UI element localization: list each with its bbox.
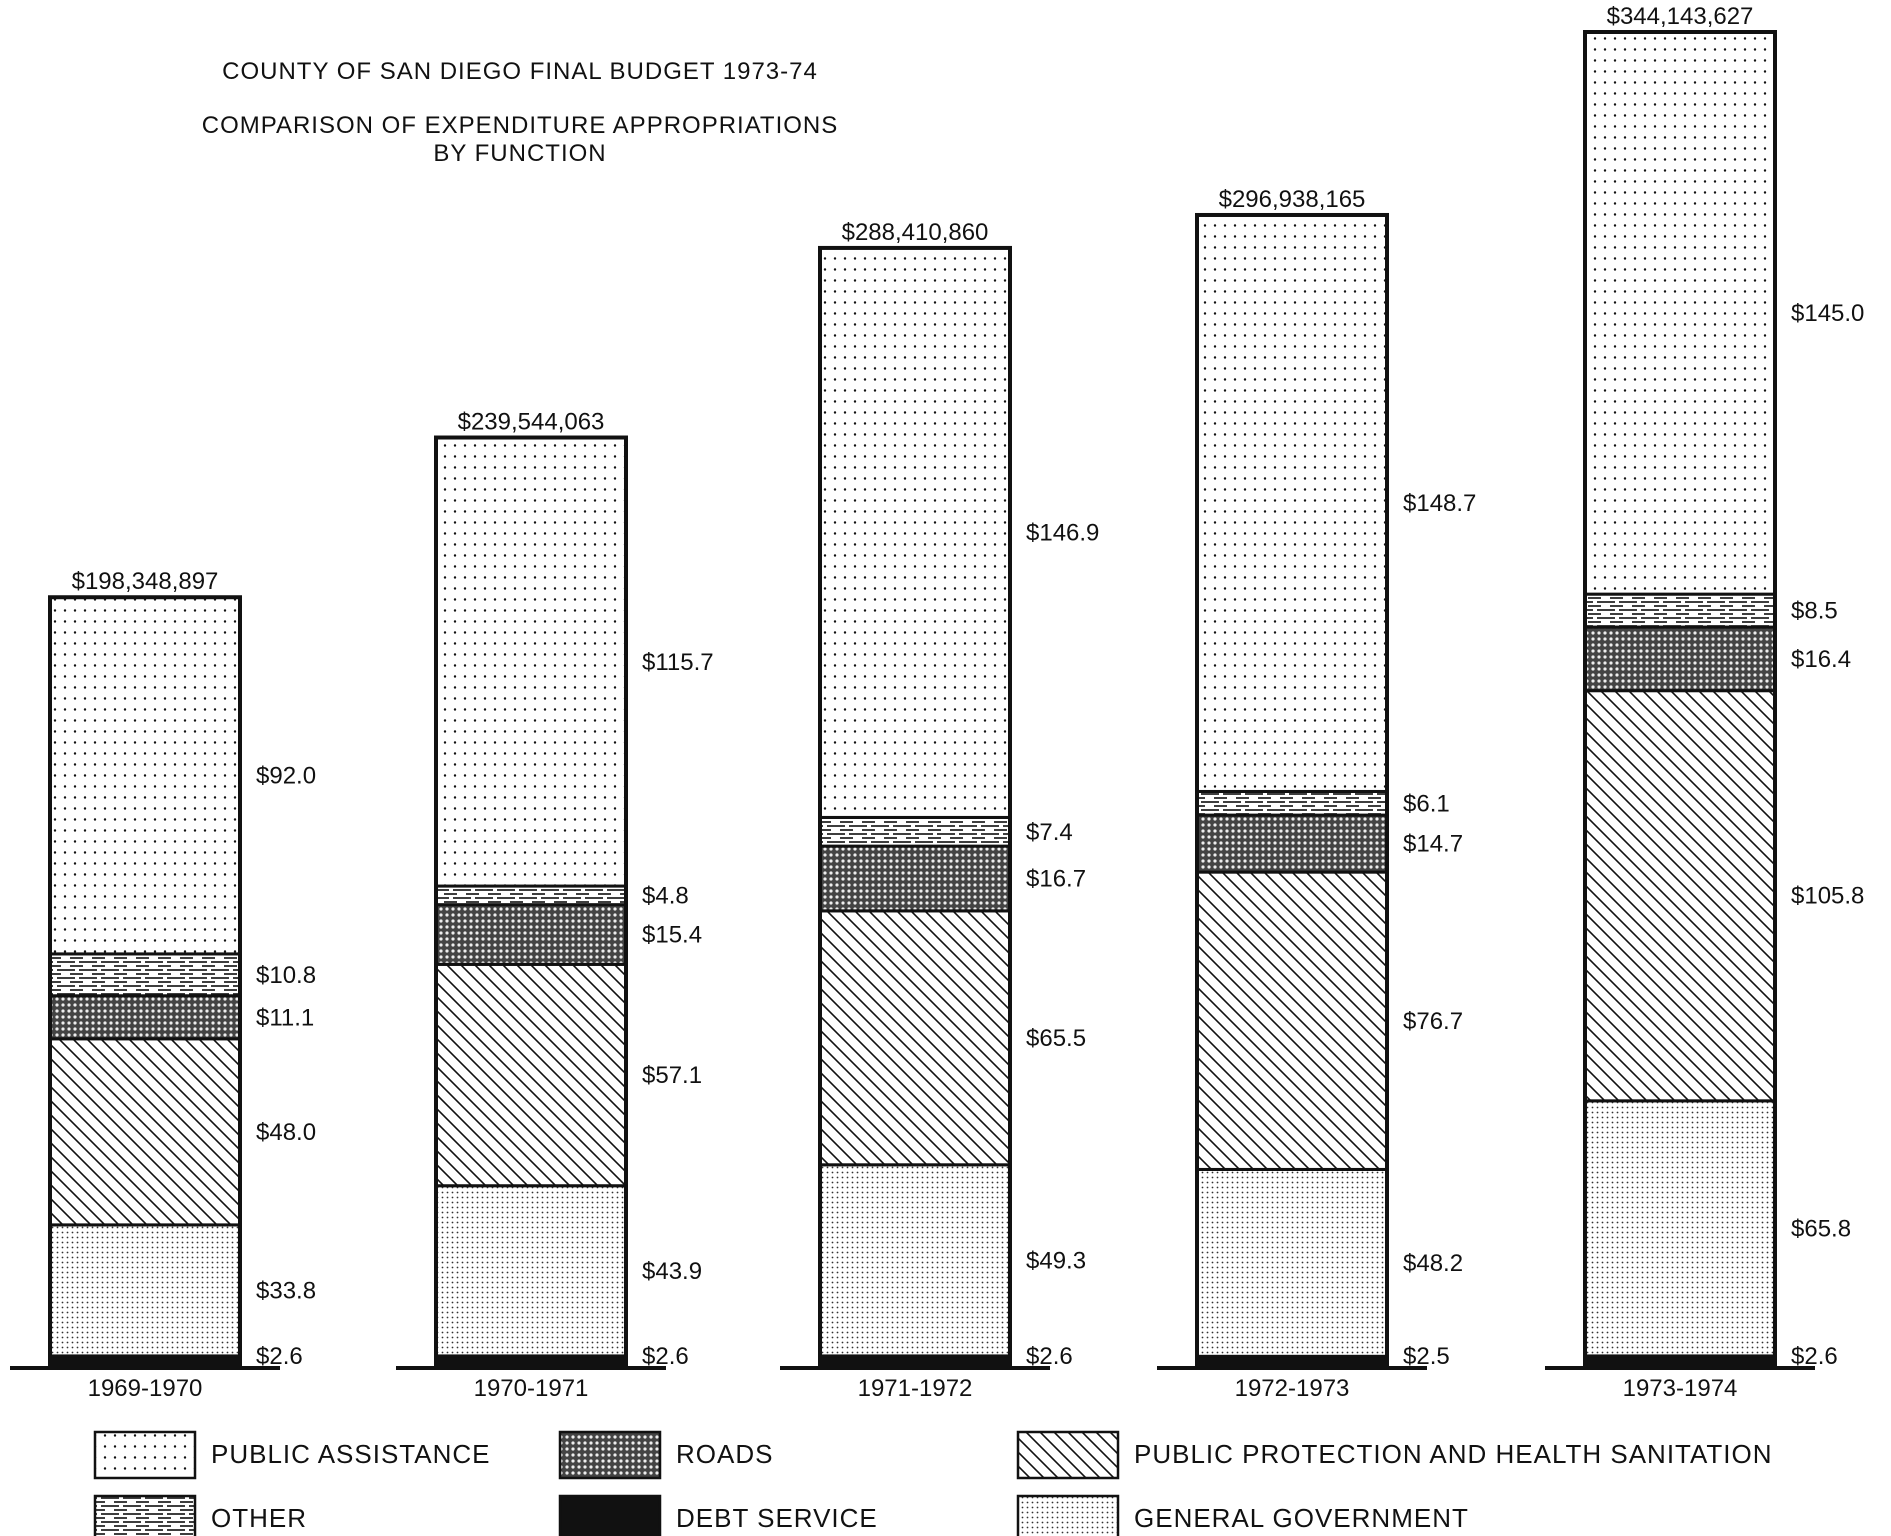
bar-segment-other-1971-1972 <box>818 815 1012 848</box>
value-label-general-government-1973-1974: $65.8 <box>1791 1215 1851 1242</box>
bar-segment-public-assistance-1973-1974 <box>1583 30 1777 596</box>
category-label-1969-1970: 1969-1970 <box>88 1375 203 1402</box>
bar-segment-public-assistance-1971-1972 <box>818 246 1012 819</box>
category-label-1973-1974: 1973-1974 <box>1623 1375 1738 1402</box>
value-label-public-assistance-1971-1972: $146.9 <box>1026 520 1099 547</box>
value-label-other-1970-1971: $4.8 <box>642 882 689 909</box>
bar-segment-other-1969-1970 <box>48 952 242 998</box>
bar-segment-public-assistance-1969-1970 <box>48 595 242 956</box>
legend-label-general-government: GENERAL GOVERNMENT <box>1134 1503 1469 1533</box>
value-label-public-protection-and-health-sanitation-1971-1972: $65.5 <box>1026 1025 1086 1052</box>
category-label-1971-1972: 1971-1972 <box>858 1375 973 1402</box>
value-label-debt-service-1971-1972: $2.6 <box>1026 1343 1073 1370</box>
value-label-debt-service-1969-1970: $2.6 <box>256 1343 303 1370</box>
bar-segment-other-1970-1971 <box>434 884 628 907</box>
bar-total-label-1969-1970: $198,348,897 <box>72 568 219 595</box>
value-label-public-assistance-1973-1974: $145.0 <box>1791 300 1864 327</box>
value-label-roads-1973-1974: $16.4 <box>1791 646 1851 673</box>
bar-total-label-1973-1974: $344,143,627 <box>1607 3 1754 30</box>
value-label-other-1971-1972: $7.4 <box>1026 819 1073 846</box>
value-label-roads-1972-1973: $14.7 <box>1403 831 1463 858</box>
value-label-public-assistance-1972-1973: $148.7 <box>1403 490 1476 517</box>
bar-segment-roads-1973-1974 <box>1583 625 1777 693</box>
value-label-roads-1970-1971: $15.4 <box>642 922 702 949</box>
value-label-public-protection-and-health-sanitation-1973-1974: $105.8 <box>1791 883 1864 910</box>
legend-swatch-roads <box>558 1430 662 1480</box>
bar-total-label-1972-1973: $296,938,165 <box>1219 186 1366 213</box>
bar-total-label-1971-1972: $288,410,860 <box>842 219 989 246</box>
bar-segment-roads-1972-1973 <box>1195 813 1389 874</box>
bar-segment-roads-1971-1972 <box>818 844 1012 913</box>
category-label-1972-1973: 1972-1973 <box>1235 1375 1350 1402</box>
bar-segment-general-government-1971-1972 <box>818 1163 1012 1358</box>
legend-swatch-public-protection-and-health-sanitation <box>1016 1430 1120 1480</box>
legend: PUBLIC ASSISTANCE ROADS PUBLIC PROTECTION … <box>93 1430 1773 1536</box>
value-label-debt-service-1970-1971: $2.6 <box>642 1343 689 1370</box>
bar-segment-public-protection-and-health-sanitation-1971-1972 <box>818 909 1012 1167</box>
value-label-public-assistance-1969-1970: $92.0 <box>256 763 316 790</box>
value-label-general-government-1972-1973: $48.2 <box>1403 1250 1463 1277</box>
bar-segment-public-assistance-1970-1971 <box>434 436 628 888</box>
chart-subtitle: COMPARISON OF EXPENDITURE APPROPRIATIONS <box>201 112 839 139</box>
bar-segment-roads-1969-1970 <box>48 994 242 1041</box>
chart-title: COUNTY OF SAN DIEGO FINAL BUDGET 1973-74 <box>222 58 818 85</box>
legend-swatch-other <box>93 1494 197 1536</box>
bar-total-label-1970-1971: $239,544,063 <box>458 409 605 436</box>
legend-swatch-general-government <box>1016 1494 1120 1536</box>
bar-segment-other-1973-1974 <box>1583 592 1777 629</box>
bar-segment-general-government-1969-1970 <box>48 1223 242 1358</box>
value-label-other-1973-1974: $8.5 <box>1791 598 1838 625</box>
value-label-other-1972-1973: $6.1 <box>1403 790 1450 817</box>
legend-label-public-protection-and-health-sanitation: PUBLIC PROTECTION AND HEALTH SANITATION <box>1134 1439 1773 1469</box>
bar-segment-public-protection-and-health-sanitation-1972-1973 <box>1195 870 1389 1171</box>
bar-segment-other-1972-1973 <box>1195 789 1389 817</box>
value-label-general-government-1969-1970: $33.8 <box>256 1277 316 1304</box>
value-label-general-government-1971-1972: $49.3 <box>1026 1247 1086 1274</box>
value-label-other-1969-1970: $10.8 <box>256 962 316 989</box>
bar-segment-general-government-1973-1974 <box>1583 1099 1777 1358</box>
value-label-debt-service-1972-1973: $2.5 <box>1403 1343 1450 1370</box>
chart-subtitle-2: BY FUNCTION <box>433 140 607 167</box>
category-label-1970-1971: 1970-1971 <box>474 1375 589 1402</box>
bar-segment-public-protection-and-health-sanitation-1970-1971 <box>434 962 628 1188</box>
bar-segment-public-protection-and-health-sanitation-1969-1970 <box>48 1037 242 1227</box>
bar-segment-public-assistance-1972-1973 <box>1195 213 1389 793</box>
value-label-public-protection-and-health-sanitation-1972-1973: $76.7 <box>1403 1008 1463 1035</box>
value-label-roads-1969-1970: $11.1 <box>256 1004 314 1031</box>
bar-segment-general-government-1972-1973 <box>1195 1167 1389 1358</box>
bar-segment-general-government-1970-1971 <box>434 1184 628 1358</box>
legend-label-roads: ROADS <box>676 1439 773 1469</box>
value-label-roads-1971-1972: $16.7 <box>1026 865 1086 892</box>
value-label-general-government-1970-1971: $43.9 <box>642 1258 702 1285</box>
value-label-public-protection-and-health-sanitation-1969-1970: $48.0 <box>256 1119 316 1146</box>
legend-swatch-debt-service <box>558 1494 662 1536</box>
value-label-public-protection-and-health-sanitation-1970-1971: $57.1 <box>642 1062 702 1089</box>
legend-swatch-public-assistance <box>93 1430 197 1480</box>
bar-segment-roads-1970-1971 <box>434 903 628 966</box>
legend-label-public-assistance: PUBLIC ASSISTANCE <box>211 1439 491 1469</box>
legend-label-other: OTHER <box>211 1503 307 1533</box>
bars-layer: $2.6 $33.8 $48.0 $11.1 $10.8 $92.0 $198,348,89… <box>10 3 1864 1402</box>
legend-label-debt-service: DEBT SERVICE <box>676 1503 878 1533</box>
bar-segment-public-protection-and-health-sanitation-1973-1974 <box>1583 689 1777 1103</box>
value-label-public-assistance-1970-1971: $115.7 <box>642 649 714 676</box>
value-label-debt-service-1973-1974: $2.6 <box>1791 1343 1838 1370</box>
